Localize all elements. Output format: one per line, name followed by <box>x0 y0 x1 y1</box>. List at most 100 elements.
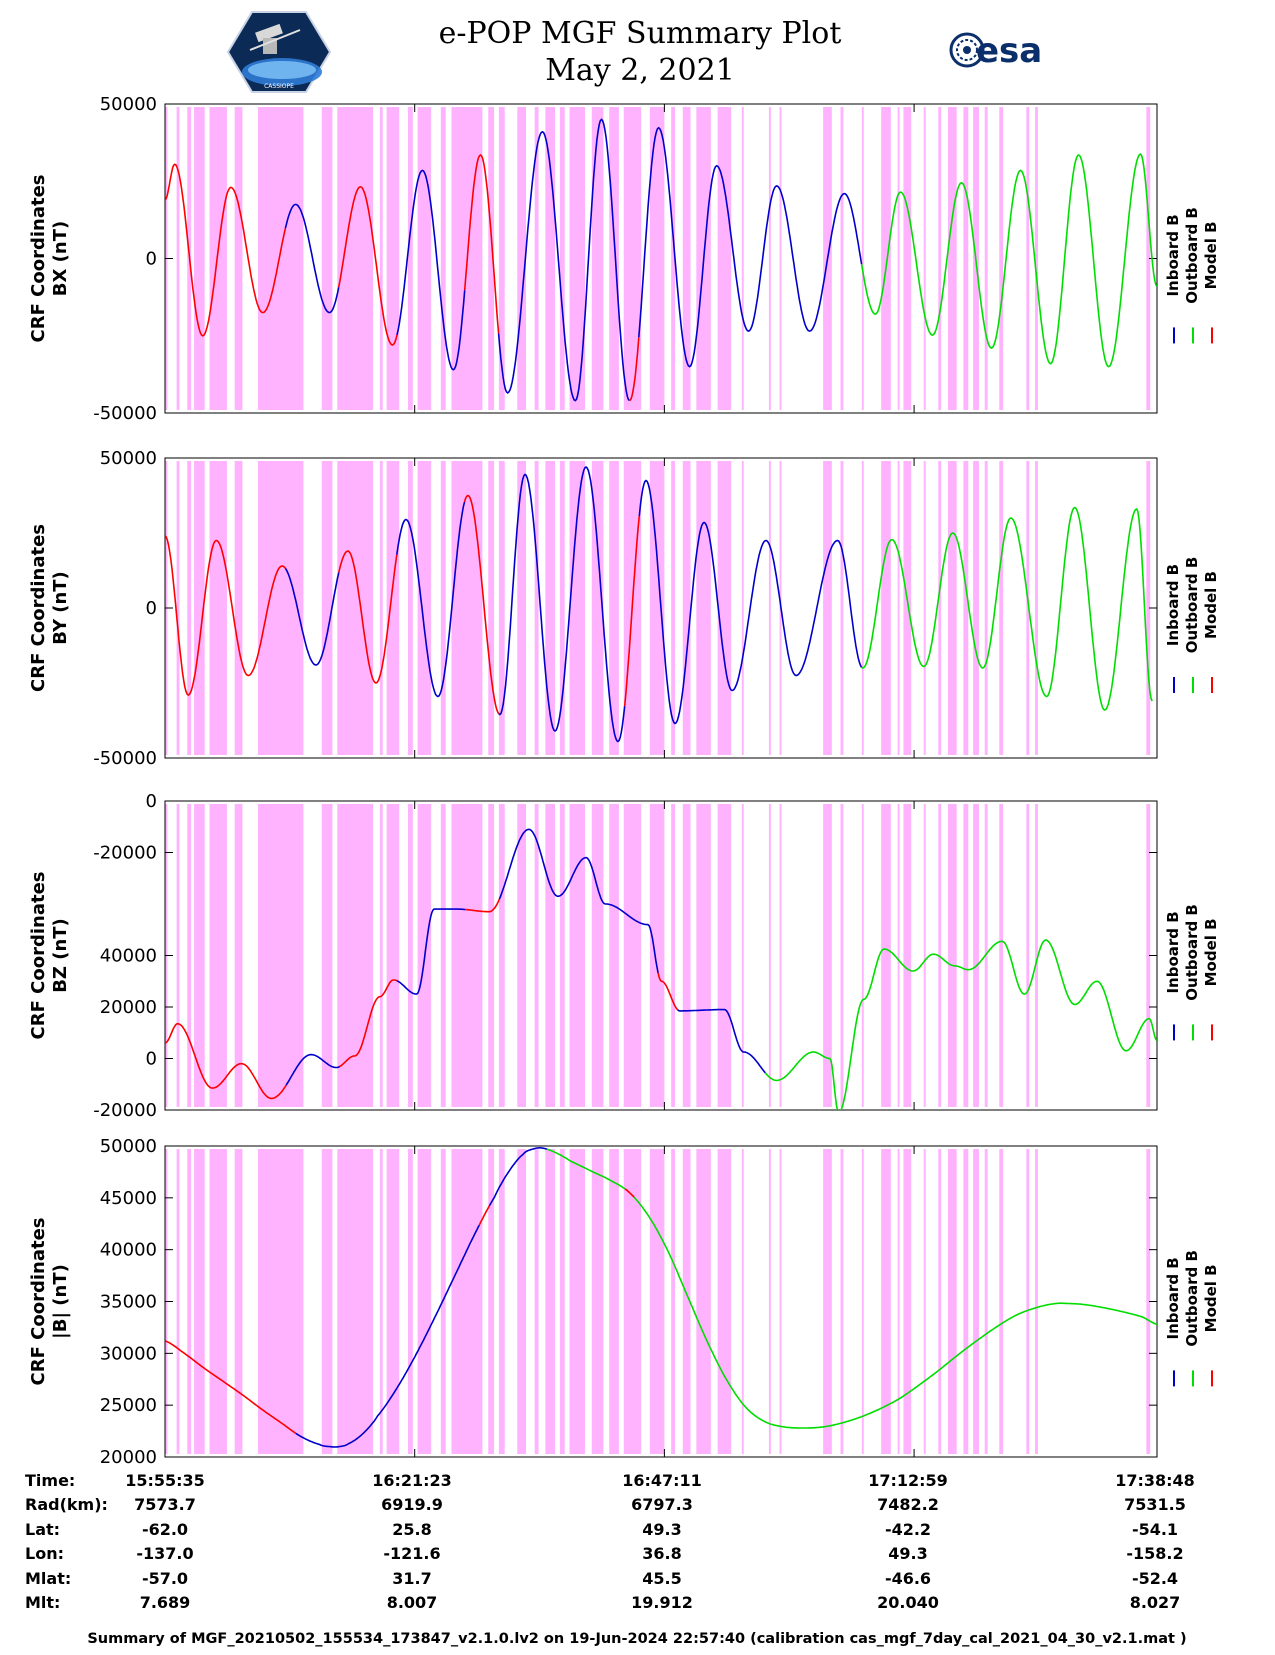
y-axis-label: |B| (nT) <box>50 1264 71 1339</box>
shaded-interval <box>187 1149 192 1454</box>
shaded-interval <box>407 1149 413 1454</box>
series-line-inboard <box>497 118 631 402</box>
shaded-interval <box>1035 1149 1038 1454</box>
shaded-interval <box>234 107 243 410</box>
y-tick-label: 50000 <box>100 1136 157 1157</box>
shaded-interval <box>696 1149 711 1454</box>
shaded-interval <box>938 107 942 410</box>
shaded-interval <box>999 1149 1004 1454</box>
cassiope-logo-text: CASSIOPE <box>264 83 294 90</box>
shaded-interval <box>881 107 891 410</box>
series-line-inboard <box>677 1008 766 1074</box>
shaded-interval <box>488 461 495 755</box>
legend-label-model: Model B <box>1202 1264 1220 1332</box>
shaded-interval <box>440 804 446 1107</box>
series-line-model <box>478 1205 491 1226</box>
shaded-interval <box>176 461 180 755</box>
ephemeris-value: -62.0 <box>142 1520 188 1539</box>
shaded-intervals <box>165 107 1151 410</box>
shaded-interval <box>386 107 400 410</box>
shaded-interval <box>234 1149 243 1454</box>
shaded-interval <box>407 804 413 1107</box>
series-line-model <box>165 163 287 337</box>
shaded-interval <box>386 461 400 755</box>
shaded-interval <box>963 804 969 1107</box>
y-tick-label: 40000 <box>100 946 157 967</box>
y-axis-label: BZ (nT) <box>50 918 71 993</box>
legend-label-model: Model B <box>1202 918 1220 986</box>
shaded-interval <box>717 461 732 755</box>
shaded-interval <box>903 804 912 1107</box>
shaded-interval <box>881 804 891 1107</box>
ephemeris-value: -57.0 <box>142 1569 188 1588</box>
shaded-interval <box>623 107 642 410</box>
shaded-interval <box>609 461 619 755</box>
shaded-interval <box>379 804 383 1107</box>
shaded-interval <box>861 107 864 410</box>
shaded-interval <box>498 107 505 410</box>
shaded-interval <box>337 804 374 1107</box>
series-line-model <box>165 1022 287 1100</box>
ephemeris-value: 20.040 <box>877 1593 939 1612</box>
shaded-interval <box>823 804 832 1107</box>
ephemeris-value: 7573.7 <box>134 1495 196 1514</box>
shaded-interval <box>947 107 957 410</box>
shaded-interval <box>999 107 1004 410</box>
y-axis-label: CRF Coordinates <box>28 175 49 343</box>
shaded-interval <box>717 804 732 1107</box>
shaded-interval <box>545 1149 556 1454</box>
shaded-interval <box>963 107 969 410</box>
esa-logo-text: esa <box>976 31 1042 71</box>
series-line-inboard <box>285 1053 341 1086</box>
series-line-outboard <box>861 506 1153 711</box>
shaded-interval <box>741 804 744 1107</box>
shaded-interval <box>257 461 304 755</box>
ephemeris-column-5: 17:38:48 7531.5 -54.1 -158.2 -52.4 8.027 <box>1115 1471 1195 1612</box>
shaded-interval <box>451 461 483 755</box>
series-line-model <box>623 515 641 707</box>
series-line-model <box>338 550 398 684</box>
shaded-interval <box>488 804 495 1107</box>
shaded-interval <box>897 804 900 1107</box>
shaded-interval <box>923 804 926 1107</box>
y-tick-label: -50000 <box>93 748 157 769</box>
y-tick-label: 0 <box>146 249 157 270</box>
shaded-interval <box>386 1149 400 1454</box>
page-date: May 2, 2021 <box>545 53 735 88</box>
ephemeris-label: Time: <box>25 1471 75 1490</box>
shaded-interval <box>379 461 383 755</box>
y-axis-label: CRF Coordinates <box>28 1218 49 1386</box>
shaded-interval <box>379 107 383 410</box>
shaded-interval <box>973 804 979 1107</box>
shaded-interval <box>440 461 446 755</box>
ephemeris-column-1: 15:55:35 7573.7 -62.0 -137.0 -57.0 7.689 <box>125 1471 205 1612</box>
shaded-interval <box>840 804 844 1107</box>
shaded-interval <box>488 107 495 410</box>
shaded-interval <box>861 461 864 755</box>
ephemeris-value: -137.0 <box>136 1544 193 1563</box>
ephemeris-value: -46.6 <box>885 1569 931 1588</box>
ephemeris-value: 7482.2 <box>877 1495 939 1514</box>
shaded-interval <box>963 1149 969 1454</box>
shaded-interval <box>1026 1149 1030 1454</box>
ephemeris-label: Mlat: <box>25 1569 71 1588</box>
shaded-interval <box>768 107 771 410</box>
series-line-inboard <box>488 1147 548 1206</box>
shaded-interval <box>407 107 413 410</box>
ephemeris-value: 25.8 <box>392 1520 431 1539</box>
ephemeris-value: 49.3 <box>888 1544 927 1563</box>
shaded-interval <box>609 1149 619 1454</box>
y-tick-label: 20000 <box>100 997 157 1018</box>
legend-label-outboard: Outboard B <box>1183 557 1201 654</box>
shaded-interval <box>984 107 988 410</box>
ephemeris-value: 17:12:59 <box>868 1471 948 1490</box>
shaded-interval <box>321 804 333 1107</box>
shaded-interval <box>517 804 526 1107</box>
shaded-interval <box>517 461 526 755</box>
shaded-interval <box>609 107 619 410</box>
shaded-interval <box>591 461 604 755</box>
cassiope-logo: CASSIOPE <box>226 11 332 93</box>
shaded-interval <box>488 1149 495 1454</box>
y-tick-label: 0 <box>146 598 157 619</box>
